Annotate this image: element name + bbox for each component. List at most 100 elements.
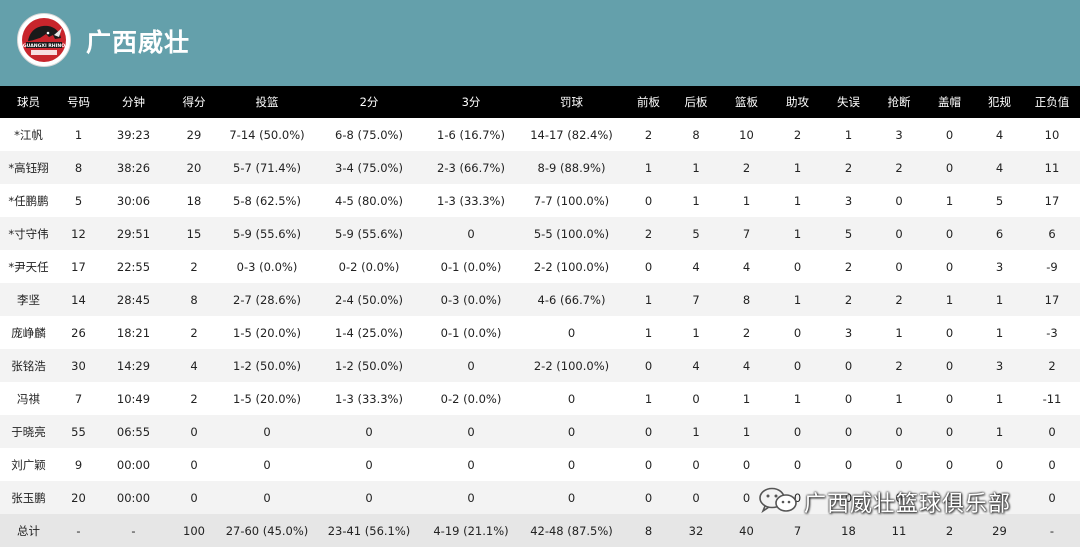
stat-cell: 5-7 (71.4%)	[233, 160, 301, 175]
stat-cell: 1	[692, 424, 700, 439]
stat-cell: 6-8 (75.0%)	[335, 127, 403, 142]
stat-cell: 14-17 (82.4%)	[530, 127, 613, 142]
stat-cell: 0	[945, 325, 954, 340]
stat-cell: -3	[1046, 325, 1058, 340]
table-header-row: 球员 号码 分钟 得分 投篮 2分 3分 罚球 前板 后板 篮板 助攻 失误 抢断 盖帽 犯规 正负值	[0, 86, 1080, 118]
stat-cell: 1-3 (33.3%)	[335, 391, 403, 406]
total-cell: 40	[739, 523, 754, 538]
stat-cell: 22:55	[116, 259, 151, 274]
column-header: 篮板	[735, 95, 758, 109]
stat-cell: 2-7 (28.6%)	[233, 292, 301, 307]
stat-cell: 1-4 (25.0%)	[335, 325, 403, 340]
stat-cell: 8-9 (88.9%)	[537, 160, 606, 175]
stat-cell: 6	[995, 226, 1004, 241]
column-header: 后板	[684, 95, 708, 109]
stat-cell: 8	[74, 160, 83, 175]
stat-cell: 0	[895, 457, 903, 472]
player-row: *江帆 1 39:23 29 7-14 (50.0%) 6-8 (75.0%) 1-6 (1…	[0, 118, 1080, 151]
column-header: 失误	[837, 95, 860, 109]
wechat-icon	[758, 486, 798, 518]
stat-cell: 0	[644, 457, 653, 472]
column-header: 得分	[182, 95, 206, 109]
player-name: 张玉鹏	[11, 490, 46, 505]
stat-cell: 30	[71, 358, 86, 373]
stat-cell: 0	[844, 457, 853, 472]
stat-cell: 12	[71, 226, 86, 241]
stat-cell: 7	[742, 226, 751, 241]
player-name: 庞峥麟	[11, 325, 46, 340]
stat-cell: 2	[644, 127, 653, 142]
stat-cell: -11	[1042, 391, 1062, 406]
rhino-logo-icon: GUANGXI RHINO	[17, 13, 71, 67]
stat-cell: 1-2 (50.0%)	[233, 358, 301, 373]
stat-cell: 29:51	[116, 226, 151, 241]
total-cell: 2	[945, 523, 954, 538]
player-name: *江帆	[14, 127, 43, 142]
stat-cell: 0	[995, 490, 1004, 505]
stat-cell: 1	[945, 193, 954, 208]
stat-cell: 1	[74, 127, 83, 142]
stat-cell: 2	[844, 292, 853, 307]
stat-cell: 1	[793, 391, 802, 406]
stat-cell: 0	[467, 424, 475, 439]
team-name: 广西威壮	[86, 28, 191, 57]
stat-cell: 0	[692, 490, 700, 505]
stat-cell: 2	[793, 127, 802, 142]
stat-cell: 17	[1044, 193, 1060, 208]
stat-cell: 1	[742, 424, 751, 439]
stat-cell: 0	[995, 457, 1004, 472]
stat-cell: 06:55	[116, 424, 151, 439]
stat-cell: 0	[945, 424, 954, 439]
player-name: 于晓亮	[11, 424, 46, 439]
player-row: *寸守伟 12 29:51 15 5-9 (55.6%) 5-9 (55.6%) 0 5-5 …	[0, 217, 1080, 250]
stat-cell: 0	[467, 457, 475, 472]
stat-cell: 0	[844, 358, 853, 373]
stat-cell: 1	[742, 391, 751, 406]
total-cell: 23-41 (56.1%)	[327, 523, 411, 538]
player-row: 于晓亮 55 06:55 0 0 0 0 0 0 1 1 0 0 0 0 1 0	[0, 415, 1080, 448]
stat-cell: 2	[644, 226, 653, 241]
stat-cell: 1	[945, 292, 954, 307]
stat-cell: 2-2 (100.0%)	[533, 358, 610, 373]
stat-cell: 0	[945, 259, 954, 274]
stat-cell: 7-14 (50.0%)	[229, 127, 305, 142]
total-row: 总计 - - 100 27-60 (45.0%) 23-41 (56.1%) 4-19 (2…	[0, 514, 1080, 547]
stat-cell: 5	[74, 193, 83, 208]
stat-cell: 0	[844, 490, 853, 505]
stat-cell: 0	[1048, 457, 1056, 472]
stat-cell: 0	[467, 226, 475, 241]
column-header: 分钟	[122, 95, 145, 109]
total-cell: -	[76, 523, 81, 538]
stat-cell: 0	[1048, 490, 1056, 505]
stat-cell: 1	[692, 193, 700, 208]
stat-cell: 0	[567, 490, 576, 505]
stat-cell: 4	[995, 160, 1004, 175]
total-cell: 27-60 (45.0%)	[225, 523, 309, 538]
stat-cell: 1	[742, 193, 751, 208]
stat-cell: 10:49	[116, 391, 151, 406]
stat-cell: 30:06	[116, 193, 151, 208]
stat-cell: 1	[895, 391, 903, 406]
stat-cell: 14:29	[116, 358, 151, 373]
stat-cell: 5	[844, 226, 853, 241]
stat-cell: 0	[263, 490, 271, 505]
stat-cell: 0	[793, 325, 802, 340]
stat-cell: 0	[692, 391, 700, 406]
stat-cell: 20	[71, 490, 86, 505]
stat-cell: 1	[644, 391, 653, 406]
svg-text:GUANGXI RHINO: GUANGXI RHINO	[23, 43, 65, 49]
stat-cell: 0	[365, 424, 373, 439]
player-row: 李坚 14 28:45 8 2-7 (28.6%) 2-4 (50.0%) 0-3 (0.0…	[0, 283, 1080, 316]
stat-cell: 38:26	[116, 160, 151, 175]
stat-cell: 0	[793, 457, 802, 472]
stat-cell: 3	[995, 358, 1004, 373]
player-row: 庞峥麟 26 18:21 2 1-5 (20.0%) 1-4 (25.0%) 0-1 (0.…	[0, 316, 1080, 349]
stat-cell: 0	[895, 424, 903, 439]
column-header: 犯规	[988, 95, 1011, 109]
stat-cell: 1	[644, 292, 653, 307]
stat-cell: 0	[945, 226, 954, 241]
stat-cell: 2	[190, 391, 198, 406]
stat-cell: 3	[895, 127, 903, 142]
stat-cell: 0	[263, 424, 271, 439]
stat-cell: 2	[844, 160, 853, 175]
